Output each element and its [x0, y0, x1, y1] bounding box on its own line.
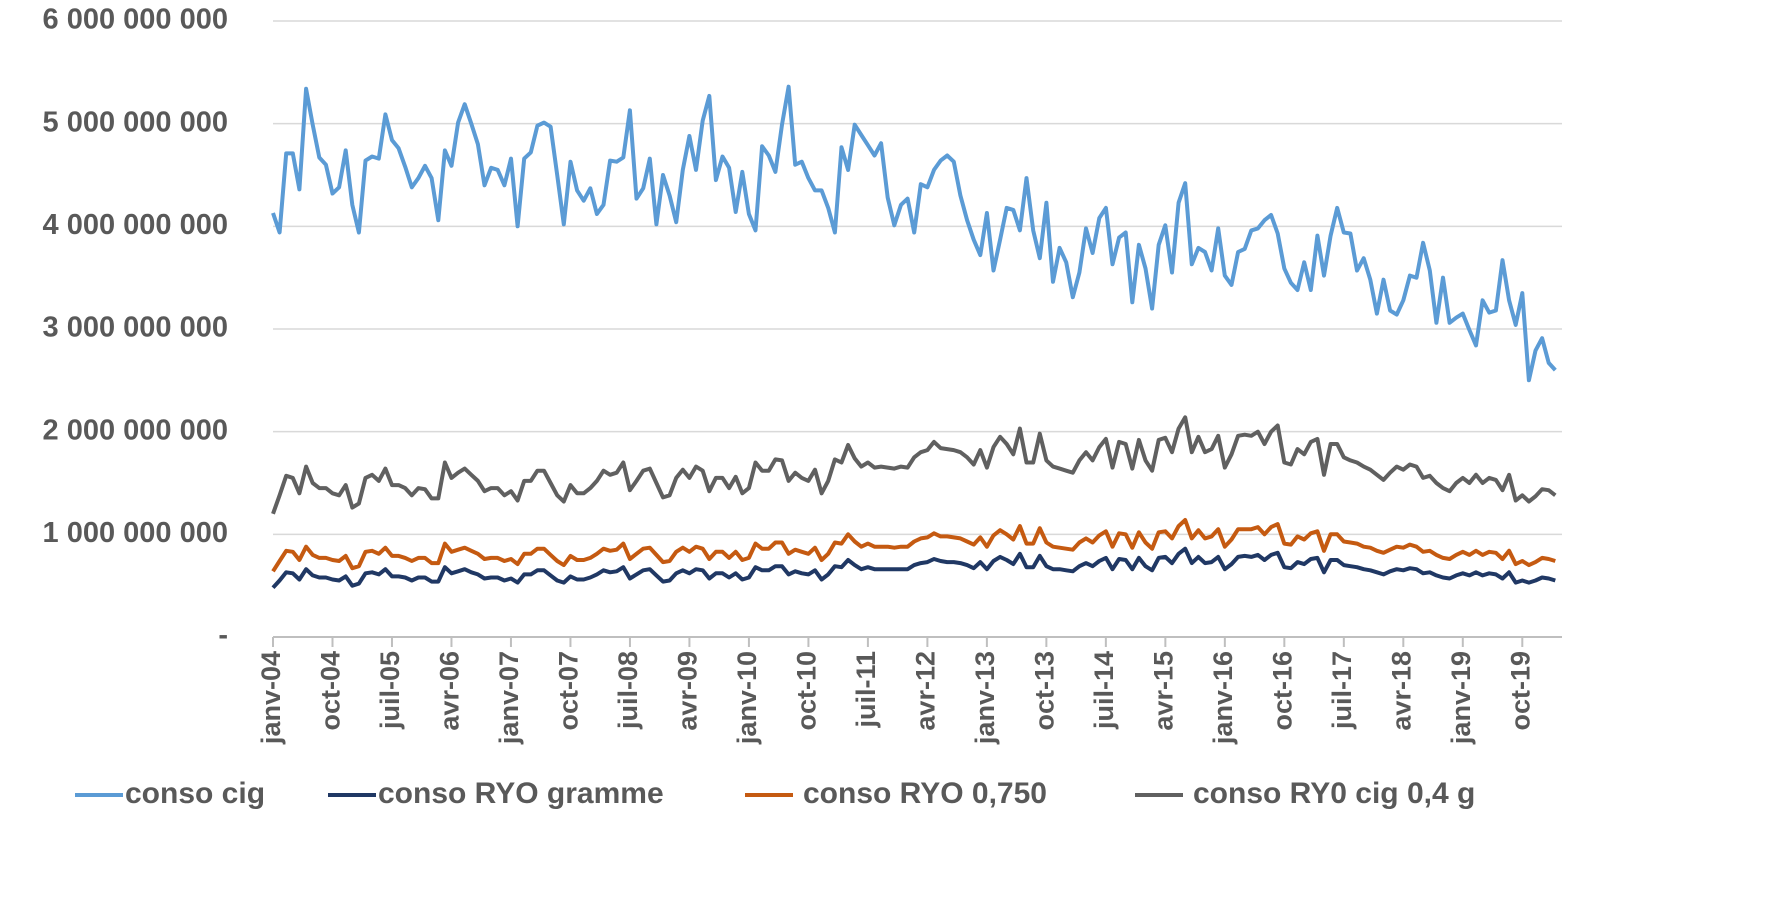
x-tick-label: avr-18: [1386, 651, 1416, 731]
x-tick-label: janv-19: [1446, 651, 1476, 745]
x-tick-label: oct-13: [1029, 651, 1059, 731]
series-line: [271, 415, 1557, 515]
x-tick-label: oct-07: [554, 651, 584, 731]
x-tick-label: juil-11: [851, 651, 881, 729]
x-tick-label: oct-10: [792, 651, 822, 731]
legend-label: conso RY0 cig 0,4 g: [1193, 777, 1475, 810]
series-line: [271, 84, 1557, 383]
y-tick-label: 3 000 000 000: [43, 312, 228, 344]
x-tick-label: avr-15: [1148, 651, 1178, 731]
x-tick-label: juil-17: [1327, 651, 1357, 730]
series-line: [271, 518, 1556, 573]
x-tick-label: avr-09: [673, 651, 703, 731]
legend-label: conso RYO 0,750: [803, 777, 1047, 810]
x-tick-label: juil-05: [375, 651, 405, 730]
x-tick-label: oct-16: [1267, 651, 1297, 731]
x-tick-label: juil-08: [613, 651, 643, 730]
y-tick-label: 6 000 000 000: [43, 4, 228, 36]
y-tick-label: 2 000 000 000: [43, 414, 228, 446]
y-tick-label: 4 000 000 000: [43, 209, 228, 241]
x-tick-label: oct-04: [316, 651, 346, 731]
legend-label: conso RYO gramme: [378, 777, 664, 810]
series-line: [271, 546, 1556, 590]
x-tick-label: oct-19: [1505, 651, 1535, 731]
x-tick-label: janv-16: [1208, 651, 1238, 745]
y-tick-label: 5 000 000 000: [43, 106, 228, 138]
x-tick-label: avr-12: [911, 651, 941, 731]
y-tick-label: -: [218, 620, 228, 652]
x-tick-label: juil-14: [1089, 651, 1119, 730]
x-tick-label: janv-07: [494, 651, 524, 745]
x-tick-label: janv-10: [732, 651, 762, 745]
legend-label: conso cig: [125, 777, 265, 810]
x-tick-label: avr-06: [435, 651, 465, 731]
y-tick-label: 1 000 000 000: [43, 517, 228, 549]
x-tick-label: janv-13: [970, 651, 1000, 745]
x-tick-label: janv-04: [256, 651, 286, 745]
